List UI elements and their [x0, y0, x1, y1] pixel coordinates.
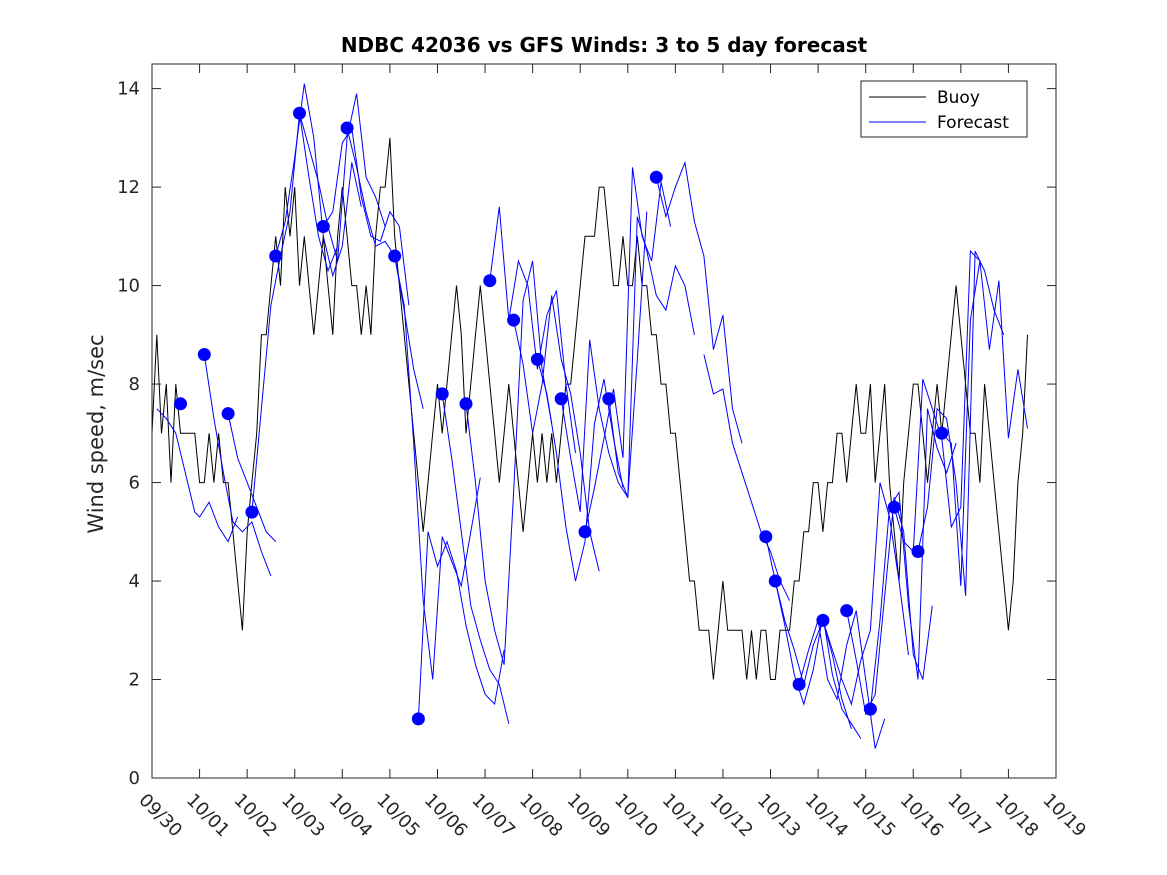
- plot-background: [152, 64, 1056, 778]
- forecast-line-18: [608, 216, 695, 498]
- forecast-marker: [221, 407, 235, 421]
- legend-box: [860, 80, 1028, 138]
- axes-frame: [151, 63, 1057, 779]
- plot-area: [152, 64, 1056, 778]
- x-tick-label: 10/16: [896, 790, 948, 842]
- forecast-marker: [816, 613, 830, 627]
- x-tick-label: 10/08: [515, 790, 567, 842]
- forecast-marker: [863, 702, 877, 716]
- forecast-line-6: [299, 93, 386, 262]
- x-tick-label: 10/05: [372, 790, 424, 842]
- y-tick-label: 0: [129, 768, 140, 789]
- x-tick-label: 10/09: [563, 790, 615, 842]
- forecast-marker: [459, 397, 473, 411]
- legend-forecast-label: Forecast: [937, 113, 1009, 133]
- x-tick-label: 09/30: [134, 790, 186, 842]
- forecast-marker: [245, 505, 259, 519]
- forecast-marker: [840, 604, 854, 618]
- forecast-line-5: [275, 83, 362, 278]
- forecast-marker: [483, 274, 497, 288]
- forecast-marker: [530, 352, 544, 366]
- forecast-marker: [197, 348, 211, 361]
- forecast-line-2: [203, 354, 272, 577]
- forecast-line-13: [489, 206, 576, 454]
- y-tick-label: 14: [117, 79, 140, 100]
- y-tick-label: 8: [129, 374, 140, 395]
- x-tick-label: 10/14: [801, 790, 853, 842]
- legend-buoy-label: Buoy: [937, 88, 980, 108]
- legend: Buoy Forecast: [860, 80, 1028, 138]
- forecast-line-1: [156, 408, 239, 543]
- x-tick-label: 10/04: [325, 790, 377, 842]
- x-tick-label: 10/12: [705, 790, 757, 842]
- forecast-line-27: [893, 249, 981, 553]
- forecast-line-17: [584, 167, 672, 532]
- forecast-marker: [554, 392, 568, 406]
- forecast-marker: [649, 170, 663, 184]
- forecast-line-14: [513, 295, 600, 572]
- forecast-marker: [935, 426, 949, 440]
- y-tick-label: 4: [129, 571, 140, 592]
- buoy-line: [151, 137, 1028, 680]
- forecast-line-4: [251, 113, 339, 513]
- x-tick-label: 10/02: [230, 790, 282, 842]
- y-tick-label: 10: [117, 276, 140, 297]
- forecast-line-24: [822, 482, 909, 706]
- forecast-marker: [435, 387, 449, 401]
- forecast-markers: [174, 106, 949, 726]
- y-axis-label: Wind speed, m/sec: [84, 334, 108, 533]
- forecast-marker: [887, 500, 901, 514]
- forecast-line-15: [536, 359, 624, 582]
- forecast-series: [156, 83, 1028, 749]
- forecast-marker: [340, 121, 354, 135]
- forecast-marker: [316, 220, 330, 233]
- forecast-marker: [578, 525, 592, 539]
- forecast-line-28: [917, 250, 1005, 596]
- forecast-line-11: [441, 393, 510, 724]
- chart-title: NDBC 42036 vs GFS Winds: 3 to 5 day fore…: [341, 33, 868, 57]
- forecast-marker: [759, 530, 773, 544]
- forecast-marker: [507, 313, 521, 327]
- x-tick-label: 10/19: [1038, 790, 1090, 842]
- forecast-line-8: [346, 127, 424, 409]
- forecast-line-20: [703, 354, 791, 601]
- forecast-line-7: [322, 126, 410, 306]
- forecast-marker: [768, 574, 782, 588]
- y-tick-label: 12: [117, 177, 140, 198]
- forecast-line-21: [765, 536, 852, 729]
- forecast-marker: [293, 106, 306, 120]
- forecast-line-26: [869, 408, 957, 710]
- x-tick-label: 10/07: [468, 790, 520, 842]
- buoy-series: [151, 137, 1028, 680]
- forecast-line-19: [655, 160, 743, 444]
- x-tick-label: 10/18: [991, 790, 1043, 842]
- forecast-marker: [269, 249, 283, 263]
- x-tick-label: 10/11: [658, 790, 710, 842]
- forecast-line-16: [560, 211, 648, 513]
- x-tick-label: 10/15: [848, 790, 900, 842]
- forecast-marker: [792, 677, 806, 691]
- forecast-line-22: [774, 580, 862, 739]
- forecast-marker: [911, 545, 925, 558]
- forecast-line-29: [941, 260, 1028, 587]
- forecast-marker: [411, 712, 425, 726]
- x-tick-label: 10/01: [182, 790, 234, 842]
- forecast-line-3: [227, 413, 277, 542]
- y-tick-label: 2: [129, 670, 140, 691]
- forecast-marker: [602, 392, 616, 406]
- forecast-line-12: [465, 260, 553, 665]
- forecast-line-10: [417, 531, 505, 719]
- x-tick-label: 10/17: [943, 790, 995, 842]
- y-tick-label: 6: [129, 473, 140, 494]
- forecast-marker: [174, 397, 187, 411]
- x-tick-label: 10/06: [420, 790, 472, 842]
- x-tick-label: 10/03: [277, 790, 329, 842]
- x-tick-label: 10/13: [753, 790, 805, 842]
- forecast-marker: [388, 249, 402, 263]
- forecast-line-9: [394, 255, 481, 680]
- x-tick-label: 10/10: [610, 790, 662, 842]
